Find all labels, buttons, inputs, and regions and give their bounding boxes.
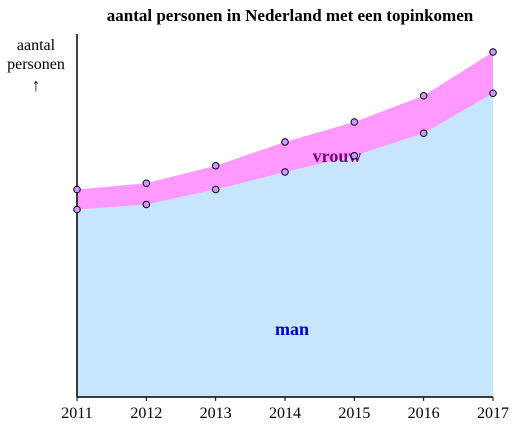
marker-man xyxy=(350,151,359,160)
y-axis-arrow: ↑ xyxy=(32,75,41,95)
marker-vrouw xyxy=(142,179,151,188)
chart-title: aantal personen in Nederland met een top… xyxy=(107,6,474,25)
marker-vrouw xyxy=(73,185,81,194)
series-label-man: man xyxy=(275,319,309,339)
x-tick-labels: 2011 2012 2013 2014 2015 2016 2017 xyxy=(61,397,509,422)
marker-vrouw xyxy=(281,138,289,146)
x-tick-label: 2012 xyxy=(130,405,162,422)
x-tick-label: 2014 xyxy=(269,405,301,422)
marker-man xyxy=(142,200,151,209)
x-tick-label: 2016 xyxy=(408,405,440,422)
marker-man xyxy=(211,185,220,194)
x-tick-label: 2011 xyxy=(61,405,92,422)
x-tick-label: 2015 xyxy=(338,405,370,422)
marker-vrouw xyxy=(211,161,220,170)
area-man xyxy=(77,93,493,397)
data-markers xyxy=(73,48,497,214)
x-tick-label: 2017 xyxy=(477,405,509,422)
marker-vrouw xyxy=(350,118,359,126)
y-axis-label-line1: aantal xyxy=(17,37,56,54)
series-label-vrouw: vrouw xyxy=(313,146,362,166)
marker-man xyxy=(419,129,428,138)
series-labels: man vrouw xyxy=(275,146,361,339)
marker-man xyxy=(73,205,81,214)
marker-man xyxy=(489,89,497,98)
area-vrouw xyxy=(77,52,493,210)
area-layers xyxy=(77,52,493,397)
marker-man xyxy=(281,168,289,176)
marker-vrouw xyxy=(419,91,428,100)
y-axis-label-line2: personen xyxy=(7,56,65,73)
marker-vrouw xyxy=(489,48,497,56)
x-tick-label: 2013 xyxy=(200,405,232,422)
